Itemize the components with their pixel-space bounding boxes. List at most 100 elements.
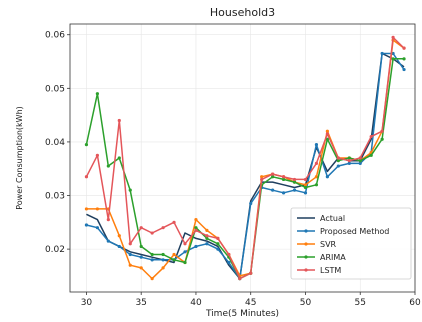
data-point [227,252,231,257]
data-point [117,118,121,123]
data-point [303,177,308,182]
data-point [303,185,308,190]
data-point [205,228,209,232]
data-point [106,218,110,222]
legend-label: Actual [320,214,345,223]
series-line [85,36,405,280]
data-point [314,175,319,179]
data-point [205,242,209,246]
data-point [216,247,220,251]
data-point [84,223,89,227]
x-tick-label: 30 [81,298,93,308]
data-point [391,35,395,40]
data-point [347,159,351,163]
data-point [325,132,329,136]
x-tick-label: 50 [300,298,312,308]
data-point [172,220,176,224]
data-point [84,207,89,211]
data-point [139,226,143,230]
y-tick-label: 0.06 [45,31,65,41]
data-point [205,236,209,240]
data-point [325,175,329,179]
data-point [161,226,165,230]
data-point [380,51,384,56]
data-point [271,172,275,176]
data-point [325,129,329,133]
data-point [292,177,297,182]
data-point [161,266,165,270]
data-point [292,180,297,184]
data-point [194,244,198,249]
data-point [216,236,220,240]
legend-label: Proposed Method [320,227,389,236]
y-tick-label: 0.02 [45,245,65,255]
y-tick-label: 0.04 [45,138,65,148]
data-point [380,129,384,133]
plot-frame [69,23,416,293]
data-point [95,207,99,211]
data-point [183,260,187,265]
y-axis-ticks: 0.02 0.03 0.04 0.05 0.06 [45,31,70,255]
data-point [128,252,132,257]
data-point [238,277,242,281]
y-tick-label: 0.03 [45,192,65,202]
data-point [194,226,198,230]
data-point [84,175,89,179]
series-lstm [84,35,406,281]
legend-marker [304,255,308,259]
data-point [281,175,286,179]
data-point [227,260,231,265]
series-line [86,52,405,280]
data-point [216,242,220,246]
data-point [336,156,340,160]
data-point [336,159,340,163]
data-point [106,164,110,168]
data-point [314,161,319,165]
data-point [347,156,351,160]
data-point [402,46,406,50]
data-point [358,159,362,163]
data-point [260,177,264,182]
x-tick-label: 45 [245,298,256,308]
data-point [117,234,121,238]
data-point [347,161,351,165]
x-axis-label: Time(5 Minutes) [205,309,279,319]
data-point [139,255,143,259]
legend-marker [304,268,308,272]
data-point [249,271,253,275]
data-point [194,228,198,232]
y-axis-label: Power Consumption(kWh) [15,106,24,210]
data-point [172,258,176,262]
data-point [194,218,198,222]
x-tick-label: 60 [409,298,421,308]
data-point [128,242,132,246]
x-tick-label: 35 [135,298,146,308]
data-point [161,252,165,257]
data-point [128,188,132,192]
data-point [271,175,275,179]
data-point [106,239,110,243]
data-point [150,252,154,257]
legend-box [290,207,412,280]
data-point [402,57,406,61]
data-point [402,67,406,72]
legend: Actual Proposed Method SVR ARIMA LSTM [290,207,412,280]
data-point [358,156,362,160]
legend-label: ARIMA [320,253,346,262]
data-point [95,153,99,157]
data-point [380,137,384,141]
legend-marker [304,229,308,233]
data-point [260,175,264,179]
data-point [369,134,373,139]
data-point [117,244,121,249]
data-point [161,258,165,262]
data-point [117,156,121,160]
data-point [336,164,340,168]
legend-label: SVR [320,240,337,249]
data-point [183,250,187,254]
data-point [314,143,319,147]
data-point [303,191,308,195]
data-point [150,258,154,262]
data-point [139,244,143,249]
